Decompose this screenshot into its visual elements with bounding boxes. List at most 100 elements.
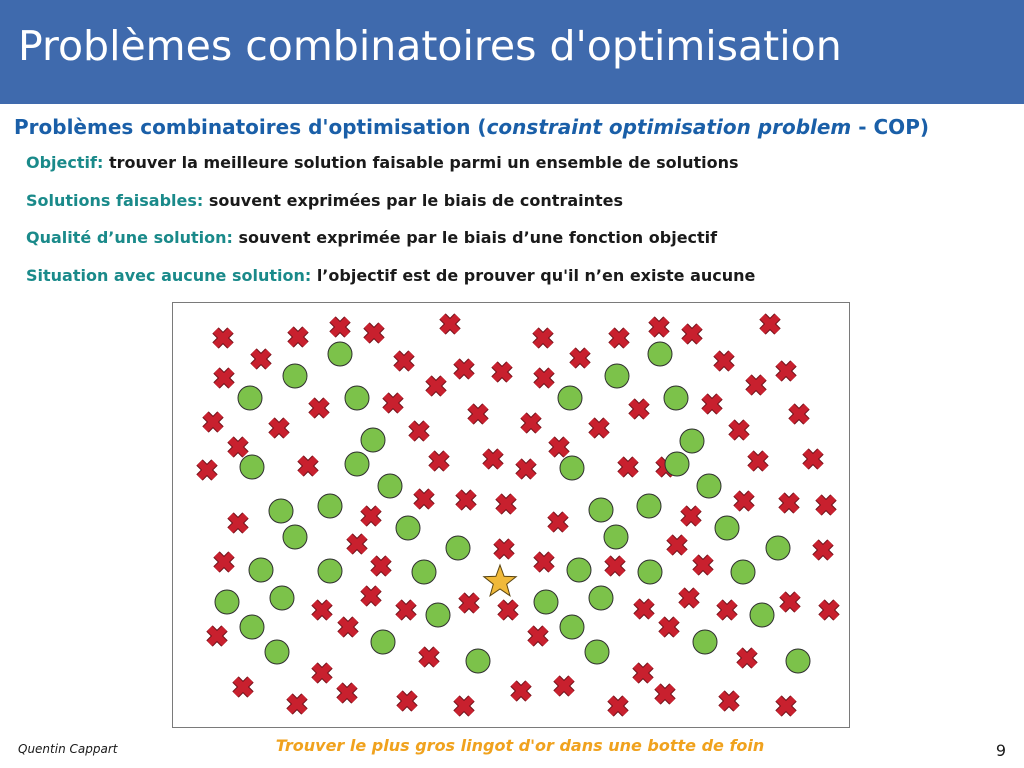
infeasible-solution-cross-icon [527, 625, 549, 647]
feasible-solution-circle-icon [637, 559, 663, 585]
infeasible-solution-cross-icon [718, 690, 740, 712]
feasible-solution-circle-icon [317, 558, 343, 584]
feasible-solution-circle-icon [566, 557, 592, 583]
feasible-solution-circle-icon [603, 524, 629, 550]
infeasible-solution-cross-icon [553, 675, 575, 697]
infeasible-solution-cross-icon [802, 448, 824, 470]
feasible-solution-circle-icon [557, 385, 583, 411]
infeasible-solution-cross-icon [608, 327, 630, 349]
infeasible-solution-cross-icon [227, 512, 249, 534]
infeasible-solution-cross-icon [736, 647, 758, 669]
subtitle-emphasis: constraint optimisation problem [486, 115, 852, 139]
infeasible-solution-cross-icon [497, 599, 519, 621]
infeasible-solution-cross-icon [633, 598, 655, 620]
feasible-solution-circle-icon [785, 648, 811, 674]
infeasible-solution-cross-icon [569, 347, 591, 369]
bullet-objective: Objectif: trouver la meilleure solution … [26, 153, 755, 191]
infeasible-solution-cross-icon [329, 316, 351, 338]
infeasible-solution-cross-icon [648, 316, 670, 338]
feasible-solution-circle-icon [282, 363, 308, 389]
bullet-text: souvent exprimée par le biais d’une fonc… [232, 228, 718, 247]
infeasible-solution-cross-icon [455, 489, 477, 511]
infeasible-solution-cross-icon [547, 511, 569, 533]
feasible-solution-circle-icon [604, 363, 630, 389]
feasible-solution-circle-icon [269, 585, 295, 611]
feasible-solution-circle-icon [636, 493, 662, 519]
feasible-solution-circle-icon [239, 454, 265, 480]
infeasible-solution-cross-icon [654, 683, 676, 705]
infeasible-solution-cross-icon [311, 599, 333, 621]
feasible-solution-circle-icon [749, 602, 775, 628]
infeasible-solution-cross-icon [818, 599, 840, 621]
feasible-solution-circle-icon [588, 497, 614, 523]
feasible-solution-circle-icon [584, 639, 610, 665]
bullet-key: Objectif: [26, 153, 104, 172]
bullet-key: Qualité d’une solution: [26, 228, 233, 247]
feasible-solution-circle-icon [327, 341, 353, 367]
feasible-solution-circle-icon [425, 602, 451, 628]
feasible-solution-circle-icon [714, 515, 740, 541]
infeasible-solution-cross-icon [286, 693, 308, 715]
feasible-solution-circle-icon [730, 559, 756, 585]
infeasible-solution-cross-icon [812, 539, 834, 561]
feasible-solution-circle-icon [264, 639, 290, 665]
infeasible-solution-cross-icon [227, 436, 249, 458]
infeasible-solution-cross-icon [788, 403, 810, 425]
infeasible-solution-cross-icon [408, 420, 430, 442]
infeasible-solution-cross-icon [728, 419, 750, 441]
feasible-solution-circle-icon [282, 524, 308, 550]
infeasible-solution-cross-icon [360, 585, 382, 607]
infeasible-solution-cross-icon [213, 551, 235, 573]
bullet-key: Situation avec aucune solution: [26, 265, 312, 285]
infeasible-solution-cross-icon [779, 591, 801, 613]
infeasible-solution-cross-icon [363, 322, 385, 344]
infeasible-solution-cross-icon [548, 436, 570, 458]
infeasible-solution-cross-icon [604, 555, 626, 577]
feasible-solution-circle-icon [268, 498, 294, 524]
infeasible-solution-cross-icon [778, 492, 800, 514]
infeasible-solution-cross-icon [213, 367, 235, 389]
infeasible-solution-cross-icon [439, 313, 461, 335]
feasible-solution-circle-icon [377, 473, 403, 499]
feasible-solution-circle-icon [664, 451, 690, 477]
infeasible-solution-cross-icon [395, 599, 417, 621]
bullet-feasible-solutions: Solutions faisables: souvent exprimées p… [26, 191, 755, 229]
feasible-solution-circle-icon [559, 614, 585, 640]
feasible-solution-circle-icon [765, 535, 791, 561]
bullet-text: souvent exprimées par le biais de contra… [203, 190, 624, 210]
infeasible-solution-cross-icon [759, 313, 781, 335]
infeasible-solution-cross-icon [701, 393, 723, 415]
feasible-solution-circle-icon [214, 589, 240, 615]
title-bar: Problèmes combinatoires d'optimisation [0, 0, 1024, 104]
infeasible-solution-cross-icon [311, 662, 333, 684]
feasible-solution-circle-icon [445, 535, 471, 561]
infeasible-solution-cross-icon [678, 587, 700, 609]
infeasible-solution-cross-icon [510, 680, 532, 702]
footer-author: Quentin Cappart [18, 742, 118, 756]
infeasible-solution-cross-icon [628, 398, 650, 420]
footer-caption: Trouver le plus gros lingot d'or dans un… [275, 736, 765, 755]
feasible-solution-circle-icon [692, 629, 718, 655]
infeasible-solution-cross-icon [520, 412, 542, 434]
feasible-solution-circle-icon [370, 629, 396, 655]
infeasible-solution-cross-icon [666, 534, 688, 556]
feasible-solution-circle-icon [344, 385, 370, 411]
bullet-text: l’objectif est de prouver qu'il n’en exi… [311, 265, 756, 285]
infeasible-solution-cross-icon [716, 599, 738, 621]
optimal-solution-star-icon [482, 563, 518, 597]
infeasible-solution-cross-icon [393, 350, 415, 372]
infeasible-solution-cross-icon [467, 403, 489, 425]
infeasible-solution-cross-icon [491, 361, 513, 383]
infeasible-solution-cross-icon [360, 505, 382, 527]
infeasible-solution-cross-icon [658, 616, 680, 638]
infeasible-solution-cross-icon [515, 458, 537, 480]
infeasible-solution-cross-icon [287, 326, 309, 348]
infeasible-solution-cross-icon [336, 682, 358, 704]
infeasible-solution-cross-icon [617, 456, 639, 478]
infeasible-solution-cross-icon [607, 695, 629, 717]
infeasible-solution-cross-icon [733, 490, 755, 512]
infeasible-solution-cross-icon [747, 450, 769, 472]
infeasible-solution-cross-icon [775, 695, 797, 717]
infeasible-solution-cross-icon [458, 592, 480, 614]
infeasible-solution-cross-icon [482, 448, 504, 470]
